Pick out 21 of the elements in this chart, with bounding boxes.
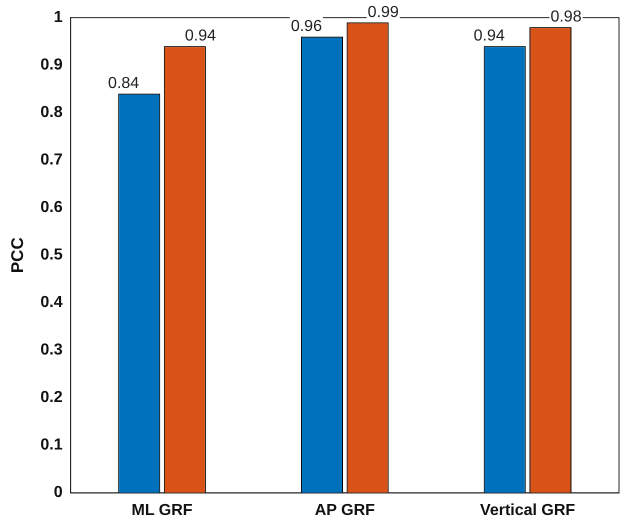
data-label: 0.98 [550, 8, 582, 26]
data-label: 0.94 [184, 28, 216, 45]
data-label: 0.94 [474, 28, 505, 45]
y-axis-title: PCC [8, 237, 27, 274]
y-tick-label: 0.2 [40, 389, 63, 406]
x-tick-label: Vertical GRF [480, 502, 576, 519]
y-tick-label: 0.1 [40, 436, 63, 454]
y-tick-label: 0.4 [40, 294, 63, 312]
data-label: 0.96 [290, 18, 322, 36]
data-label: 0.99 [368, 4, 399, 21]
x-tick-label: AP GRF [314, 502, 376, 519]
y-tick-label: 0.7 [40, 152, 63, 169]
y-tick-label: 0.5 [40, 246, 63, 264]
y-tick-label: 0.3 [40, 342, 63, 359]
y-tick-label: 0 [54, 484, 63, 502]
y-tick-label: 0.8 [40, 104, 63, 122]
x-tick-label: ML GRF [132, 502, 193, 519]
y-tick-label: 0.6 [40, 199, 63, 216]
y-tick-label: 1 [54, 9, 63, 26]
data-label: 0.84 [108, 75, 140, 92]
y-tick-label: 0.9 [40, 56, 63, 74]
